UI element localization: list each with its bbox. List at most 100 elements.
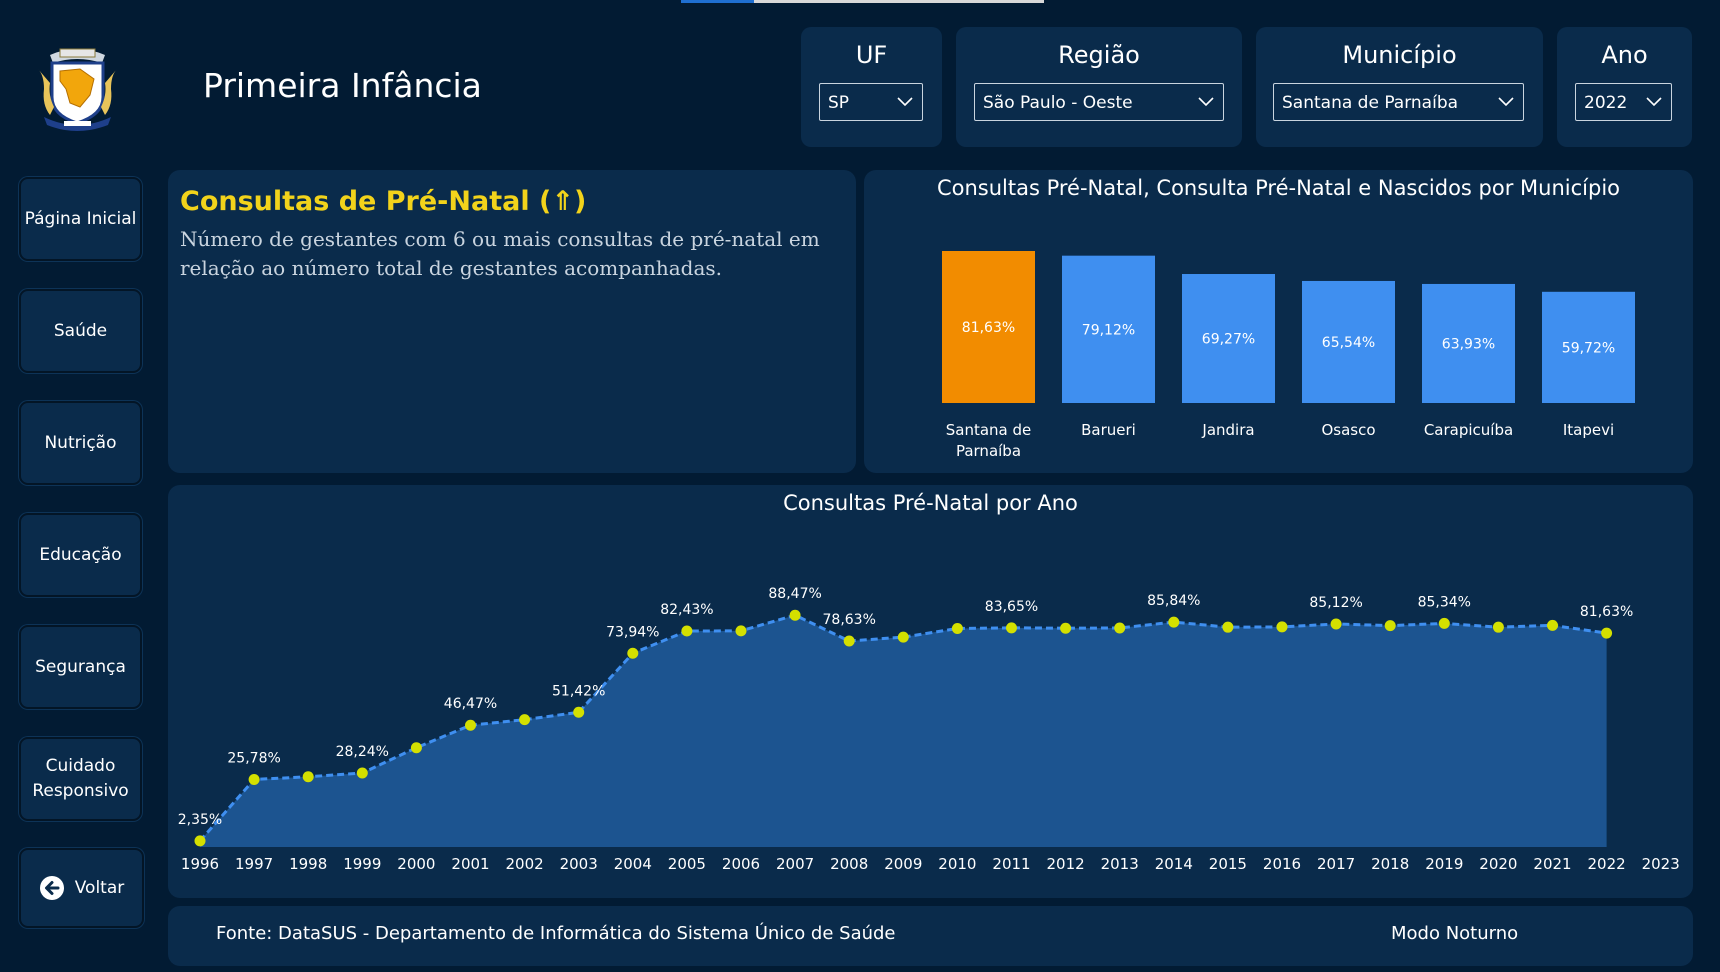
nav-health-button[interactable]: Saúde: [19, 289, 142, 373]
area-fill: [200, 615, 1607, 847]
municipio-dropdown[interactable]: Santana de Parnaíba: [1273, 83, 1524, 121]
data-point[interactable]: [1547, 619, 1558, 631]
nav-label-line1: Cuidado: [45, 756, 116, 777]
data-point[interactable]: [1276, 621, 1288, 633]
nav-home-button[interactable]: Página Inicial: [19, 177, 142, 261]
x-tick-label: 2004: [614, 855, 652, 873]
nav-nutrition-button[interactable]: Nutrição: [19, 401, 142, 485]
x-tick-label: 2013: [1101, 855, 1139, 873]
bar[interactable]: [1062, 255, 1155, 403]
bar[interactable]: [942, 251, 1035, 403]
data-point[interactable]: [681, 625, 693, 637]
data-point[interactable]: [1060, 622, 1072, 634]
kpi-panel: Consultas de Pré-Natal (⇑) Número de ges…: [168, 170, 856, 473]
x-tick-label: 1999: [343, 855, 381, 873]
chevron-down-icon: [1198, 97, 1214, 107]
bar-chart: 81,63% Santana de Parnaíba 79,12% Barueri 69,…: [942, 251, 1635, 460]
x-tick-label: 2012: [1047, 855, 1085, 873]
data-point[interactable]: [465, 719, 476, 731]
bar[interactable]: [1542, 291, 1635, 403]
x-tick-label: 2018: [1371, 855, 1409, 873]
x-tick-label: 2016: [1263, 855, 1301, 873]
data-point[interactable]: [194, 835, 206, 847]
arrow-left-circle-icon: [39, 876, 64, 900]
back-label: Voltar: [74, 877, 125, 898]
data-point[interactable]: [302, 771, 314, 783]
point-data-label: 85,84%: [1147, 593, 1200, 609]
point-data-label: 82,43%: [660, 602, 713, 618]
data-point[interactable]: [789, 609, 801, 621]
page-tab-active[interactable]: [681, 0, 754, 3]
x-tick-label: 2005: [668, 855, 706, 873]
nav-education-button[interactable]: Educação: [19, 513, 142, 597]
point-data-label: 46,47%: [444, 696, 497, 712]
data-point[interactable]: [951, 622, 963, 634]
filter-label: Ano: [1601, 41, 1648, 69]
bar-category-label: Osasco: [1321, 421, 1375, 439]
x-tick-label: 2003: [560, 855, 598, 873]
x-tick-label: 2009: [884, 855, 922, 873]
dropdown-value: São Paulo - Oeste: [983, 93, 1133, 113]
bar-chart-title: Consultas Pré-Natal, Consulta Pré-Natal …: [936, 176, 1621, 200]
data-point[interactable]: [1384, 620, 1396, 632]
data-point[interactable]: [248, 773, 260, 785]
regiao-dropdown[interactable]: São Paulo - Oeste: [974, 83, 1224, 121]
x-tick-label: 2000: [397, 855, 435, 873]
coat-of-arms-logo: [38, 48, 117, 131]
data-point[interactable]: [1168, 616, 1180, 628]
data-point[interactable]: [735, 625, 747, 637]
nav-label: Saúde: [53, 320, 108, 341]
app-title: Primeira Infância: [203, 66, 482, 105]
bar-data-label: 59,72%: [1562, 340, 1615, 356]
data-point[interactable]: [897, 631, 909, 643]
data-point[interactable]: [573, 706, 585, 718]
chevron-down-icon: [1646, 97, 1662, 107]
data-point[interactable]: [1006, 622, 1017, 634]
point-data-label: 85,34%: [1418, 594, 1471, 610]
nav-responsive-care-button[interactable]: Cuidado Responsivo: [19, 737, 142, 821]
data-point[interactable]: [1222, 621, 1234, 633]
x-tick-label: 2007: [776, 855, 814, 873]
point-data-label: 78,63%: [823, 612, 876, 628]
bar-category-label: Itapevi: [1563, 421, 1614, 439]
area-chart: 2,35% 25,78% 28,24% 46,47% 51,42% 73,94%82,43…: [178, 586, 1680, 873]
data-point[interactable]: [1114, 622, 1126, 634]
filter-uf: UF SP: [801, 27, 942, 147]
data-point[interactable]: [843, 635, 855, 647]
x-tick-label: 2006: [722, 855, 760, 873]
nav-security-button[interactable]: Segurança: [19, 625, 142, 709]
filter-ano: Ano 2022: [1557, 27, 1692, 147]
data-point[interactable]: [1330, 618, 1342, 630]
night-mode-toggle[interactable]: Modo Noturno: [1391, 923, 1519, 944]
data-point[interactable]: [519, 714, 531, 726]
data-point[interactable]: [627, 647, 639, 659]
filter-label: Município: [1342, 41, 1457, 69]
bar[interactable]: [1422, 283, 1515, 403]
line-chart-panel: Consultas Pré-Natal por Ano 2,35% 25,78% 2…: [168, 485, 1693, 898]
x-tick-label: 2011: [992, 855, 1030, 873]
back-button[interactable]: Voltar: [19, 848, 144, 928]
x-tick-label: 1996: [181, 855, 219, 873]
x-tick-label: 2023: [1642, 855, 1680, 873]
data-point[interactable]: [1438, 617, 1450, 629]
x-tick-label: 2008: [830, 855, 868, 873]
x-tick-label: 1998: [289, 855, 327, 873]
x-tick-label: 2002: [506, 855, 544, 873]
bar[interactable]: [1302, 280, 1395, 403]
ano-dropdown[interactable]: 2022: [1575, 83, 1672, 121]
page-tab-inactive[interactable]: [754, 0, 1044, 3]
data-point[interactable]: [356, 767, 368, 779]
kpi-title: Consultas de Pré-Natal (⇑): [180, 186, 587, 217]
chevron-down-icon: [1498, 97, 1514, 107]
point-data-label: 25,78%: [227, 750, 280, 766]
x-tick-label: 2010: [938, 855, 976, 873]
data-point[interactable]: [1492, 621, 1504, 633]
data-point[interactable]: [1601, 627, 1613, 639]
x-tick-label: 2021: [1533, 855, 1571, 873]
filter-municipio: Município Santana de Parnaíba: [1256, 27, 1543, 147]
data-point[interactable]: [410, 742, 422, 754]
bar[interactable]: [1182, 274, 1275, 403]
x-tick-label: 2020: [1479, 855, 1517, 873]
point-data-label: 73,94%: [606, 624, 659, 640]
uf-dropdown[interactable]: SP: [819, 83, 923, 121]
